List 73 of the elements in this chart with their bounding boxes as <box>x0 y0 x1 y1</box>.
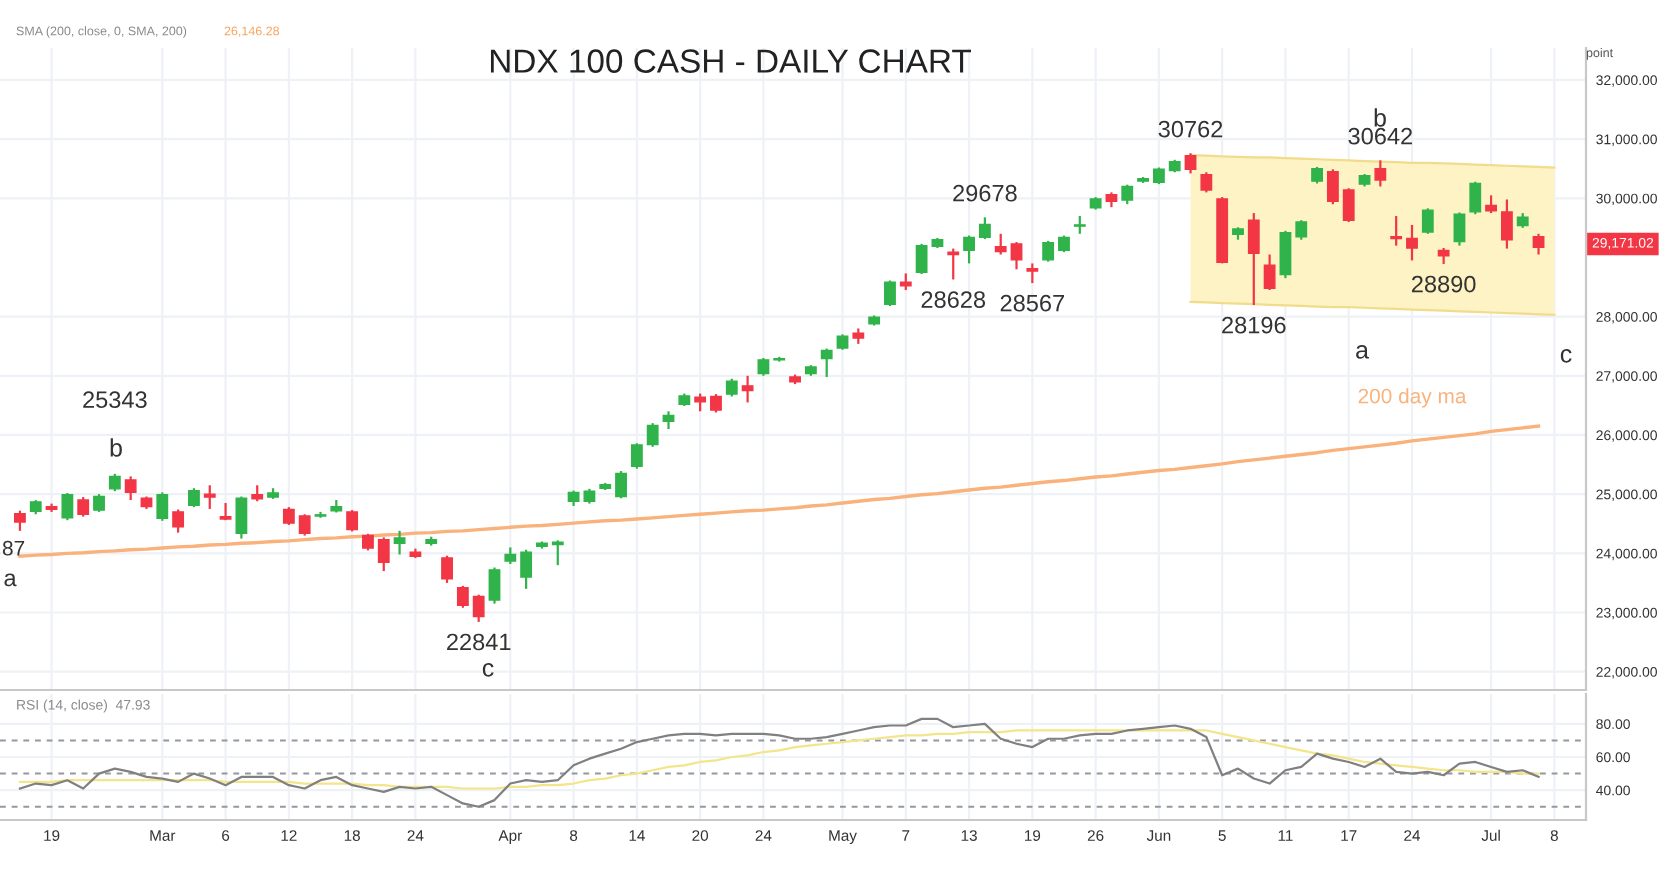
annotation: 30642 <box>1348 127 1412 145</box>
candlestick <box>978 216 991 241</box>
candlestick <box>1295 219 1308 241</box>
candlestick <box>1532 232 1545 256</box>
candlestick <box>1279 229 1292 280</box>
series-label: 200 day ma <box>1358 388 1467 408</box>
candlestick <box>124 475 137 502</box>
candlestick <box>488 566 501 605</box>
candlestick <box>156 491 169 522</box>
candlestick <box>472 593 485 623</box>
candlestick <box>820 347 833 379</box>
candlestick <box>1121 183 1134 206</box>
candlestick <box>1469 180 1482 216</box>
candlestick <box>1421 207 1434 235</box>
line-series <box>18 717 1540 808</box>
annotation: b <box>1374 108 1386 127</box>
candlestick <box>188 487 200 509</box>
candlestick <box>1263 253 1276 292</box>
candlestick <box>963 234 975 265</box>
candlestick <box>235 495 248 540</box>
annotation: a <box>1356 345 1369 359</box>
candlestick <box>1390 214 1403 247</box>
candlestick <box>1326 168 1339 206</box>
candlestick <box>377 536 390 573</box>
annotation: a <box>4 573 17 587</box>
candlestick <box>915 242 928 276</box>
line-series <box>1189 300 1556 316</box>
line-series <box>18 729 1540 790</box>
annotation: c <box>1560 349 1572 363</box>
candlestick <box>346 509 359 533</box>
candlestick <box>1342 187 1355 224</box>
annotation: 28628 <box>921 291 986 308</box>
annotation: 28890 <box>1411 275 1476 293</box>
candlestick <box>741 374 754 404</box>
candlestick <box>61 491 74 522</box>
candlestick <box>646 422 659 448</box>
candlestick <box>947 247 960 281</box>
candlestick <box>1247 211 1260 307</box>
candlestick <box>298 513 311 537</box>
candlestick <box>1042 239 1055 263</box>
candlestick <box>1200 171 1213 194</box>
candlestick <box>1026 262 1039 285</box>
annotation: 29678 <box>953 184 1017 202</box>
chart-title: NDX 100 CASH - DAILY CHART <box>490 49 972 73</box>
candlestick <box>1010 240 1023 271</box>
candlestick <box>441 554 453 585</box>
annotation: 87 <box>2 540 25 556</box>
candlestick <box>77 495 90 518</box>
candlestick <box>203 484 216 511</box>
candlestick <box>14 509 26 532</box>
candlestick <box>393 529 406 556</box>
candlestick <box>1374 159 1387 188</box>
candlestick <box>1500 198 1513 250</box>
candlestick <box>456 584 469 609</box>
candlestick <box>710 393 722 414</box>
candlestick <box>1406 223 1418 262</box>
candlestick <box>1184 152 1197 175</box>
annotation: c <box>482 663 494 677</box>
candlestick <box>1453 211 1466 247</box>
annotation: 25343 <box>83 391 147 409</box>
candlestick <box>172 508 185 534</box>
annotation: 22841 <box>447 633 511 651</box>
annotation: 28567 <box>1000 294 1064 312</box>
annotation: b <box>110 438 122 457</box>
annotation: 30762 <box>1158 120 1223 138</box>
candlestick <box>630 442 643 470</box>
candlestick <box>884 279 896 308</box>
candlestick <box>615 469 627 500</box>
candlestick <box>994 232 1007 256</box>
candlestick <box>219 501 232 522</box>
annotation: 28196 <box>1222 316 1286 334</box>
candlestick <box>551 539 564 567</box>
candlestick <box>520 548 533 590</box>
